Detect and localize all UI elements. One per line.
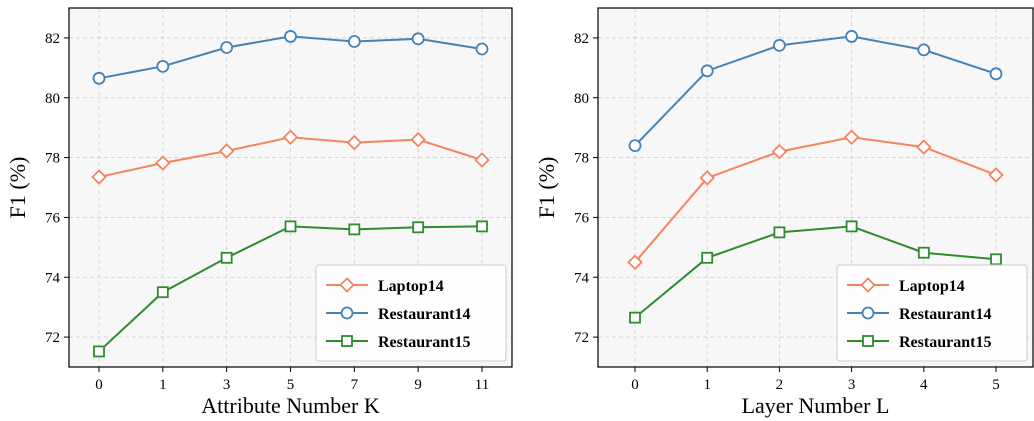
- data-point: [284, 30, 297, 43]
- data-point: [410, 131, 426, 148]
- data-point: [155, 155, 171, 171]
- y-axis-label: F1 (%): [5, 157, 30, 219]
- data-point: [988, 167, 1004, 183]
- data-point: [629, 311, 641, 324]
- y-tick-label: 82: [574, 31, 589, 47]
- legend-swatch-marker: [860, 277, 876, 293]
- y-tick-label: 78: [45, 151, 60, 167]
- y-tick-label: 74: [574, 270, 590, 286]
- data-point: [476, 220, 488, 233]
- series-line: [634, 136, 997, 263]
- y-tick-label: 78: [574, 151, 589, 167]
- legend-swatch-marker: [861, 306, 875, 320]
- legend-swatch-marker: [339, 277, 355, 293]
- data-point: [218, 143, 235, 159]
- legend-entry: Restaurant14: [899, 306, 991, 323]
- data-point: [990, 253, 1002, 266]
- x-tick-label: 5: [992, 377, 1000, 393]
- legend-swatch-marker: [862, 335, 874, 347]
- data-point: [701, 251, 714, 264]
- x-tick-label: 7: [351, 377, 359, 393]
- data-point: [156, 59, 170, 73]
- data-point: [845, 30, 858, 43]
- legend-box: [836, 264, 1028, 362]
- data-point: [773, 38, 786, 52]
- data-point: [843, 129, 860, 146]
- data-point: [989, 67, 1003, 81]
- series-laptop14: [627, 129, 1004, 271]
- data-point: [917, 43, 931, 57]
- legend: Laptop14 Restaurant14 Restaurant15: [315, 264, 507, 362]
- series-restaurant14: [92, 30, 489, 85]
- x-axis-label: Attribute Number K: [201, 393, 380, 418]
- data-point: [773, 226, 786, 239]
- legend-swatch-marker: [341, 335, 353, 347]
- series-restaurant14: [628, 30, 1003, 153]
- data-point: [156, 286, 169, 299]
- legend: Laptop14 Restaurant14 Restaurant15: [836, 264, 1028, 362]
- x-tick-label: 1: [159, 377, 167, 393]
- data-point: [284, 220, 297, 233]
- x-tick-label: 9: [414, 377, 422, 393]
- data-point: [917, 246, 930, 259]
- y-tick-label: 74: [45, 270, 61, 286]
- data-point: [411, 32, 425, 46]
- data-point: [91, 169, 107, 185]
- x-axis-label: Layer Number L: [742, 393, 890, 418]
- data-point: [282, 129, 299, 146]
- data-point: [771, 143, 788, 160]
- data-point: [92, 71, 106, 85]
- legend-entry: Laptop14: [378, 278, 444, 295]
- data-point: [628, 139, 642, 153]
- data-point: [220, 251, 233, 264]
- legend-entry: Restaurant14: [378, 306, 470, 323]
- y-tick-label: 82: [45, 31, 60, 47]
- x-tick-label: 4: [920, 377, 928, 393]
- x-tick-label: 5: [287, 377, 295, 393]
- legend-swatch-marker: [340, 306, 354, 320]
- series-restaurant15: [93, 220, 488, 358]
- legend-entry: Restaurant15: [378, 334, 470, 351]
- chart-panel-1: 72 74 76 78 80 82 0 1 3 5 7 9 11 Attribute Number K F1…: [5, 7, 513, 418]
- legend-box: [315, 264, 507, 362]
- y-tick-label: 72: [574, 330, 589, 346]
- data-point: [699, 170, 715, 186]
- y-tick-label: 76: [45, 210, 61, 226]
- series-line: [634, 35, 997, 147]
- y-tick-label: 76: [574, 210, 590, 226]
- x-tick-label: 0: [95, 377, 103, 393]
- data-point: [475, 42, 489, 56]
- y-axis-label: F1 (%): [534, 157, 559, 219]
- data-point: [220, 41, 234, 54]
- chart-panel-2: 72 74 76 78 80 82 0 1 2 3 4 5 Layer Number L F1 (%) La…: [534, 7, 1034, 418]
- y-tick-label: 80: [45, 91, 60, 107]
- axes-frame: [597, 7, 1034, 368]
- data-point: [700, 64, 714, 78]
- x-tick-label: 3: [848, 377, 856, 393]
- data-point: [93, 345, 105, 358]
- x-tick-label: 2: [776, 377, 784, 393]
- data-point: [412, 221, 425, 234]
- data-point: [474, 152, 490, 168]
- data-point: [348, 223, 361, 236]
- legend-entry: Restaurant15: [899, 334, 991, 351]
- series-laptop14: [91, 129, 490, 185]
- series-line: [634, 225, 997, 319]
- y-tick-label: 80: [574, 91, 589, 107]
- data-point: [346, 134, 363, 151]
- x-tick-label: 1: [703, 377, 711, 393]
- y-tick-label: 72: [45, 330, 60, 346]
- data-point: [627, 254, 643, 271]
- x-tick-label: 11: [475, 377, 489, 393]
- data-point: [845, 220, 858, 233]
- data-point: [347, 35, 361, 48]
- data-point: [916, 139, 932, 155]
- x-tick-label: 0: [631, 377, 639, 393]
- series-restaurant15: [629, 220, 1002, 324]
- legend-entry: Laptop14: [899, 278, 965, 295]
- x-tick-label: 3: [223, 377, 231, 393]
